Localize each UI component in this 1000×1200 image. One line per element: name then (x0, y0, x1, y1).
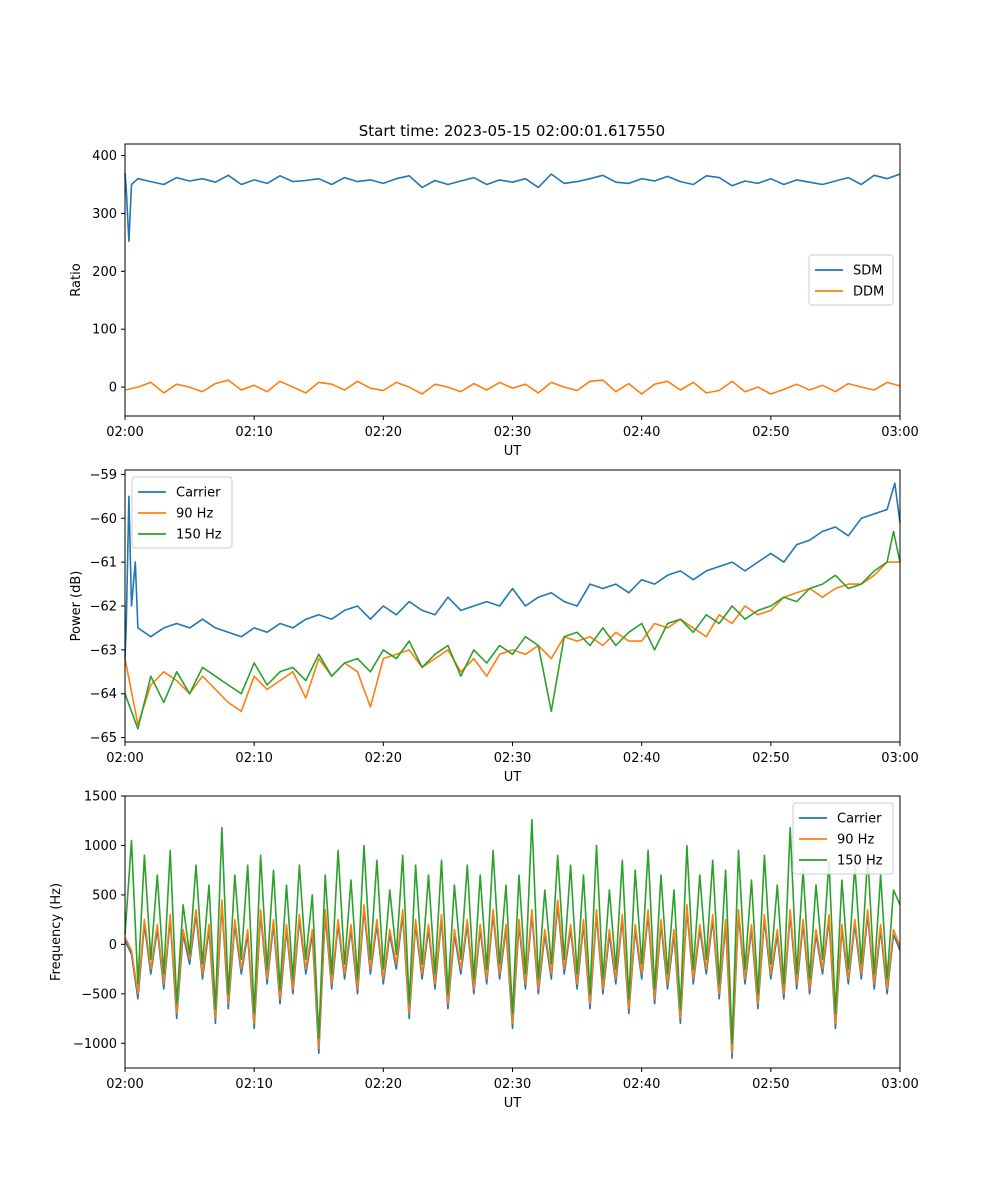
x-tick-label: 02:30 (494, 1077, 531, 1092)
y-axis-label: Power (dB) (69, 571, 84, 642)
y-tick-label: −61 (90, 556, 117, 571)
y-tick-label: 0 (109, 381, 117, 396)
x-axis-label: UT (504, 770, 522, 785)
x-tick-label: 02:20 (365, 1077, 402, 1092)
x-tick-label: 03:00 (881, 751, 918, 766)
x-tick-label: 03:00 (881, 425, 918, 440)
x-tick-label: 02:20 (365, 425, 402, 440)
x-tick-label: 02:40 (623, 425, 660, 440)
y-tick-label: 200 (92, 265, 117, 280)
legend-box (131, 476, 233, 549)
y-tick-label: −62 (90, 600, 117, 615)
series-line-90-hz (124, 899, 901, 1054)
x-tick-label: 02:50 (752, 425, 789, 440)
x-tick-label: 02:50 (752, 1077, 789, 1092)
x-tick-label: 02:10 (235, 1077, 272, 1092)
y-axis-label: Frequency (Hz) (49, 883, 64, 981)
legend-label: SDM (853, 264, 882, 279)
x-tick-label: 02:40 (623, 751, 660, 766)
chart-panel-2: 02:00 02:10 02:20 02:30 02:40 02:50 03:00 −65 −6… (69, 468, 919, 785)
legend-label: 150 Hz (837, 854, 883, 869)
y-tick-label: −59 (90, 468, 117, 483)
y-tick-label: −64 (90, 687, 117, 702)
chart-panel-3: 02:00 02:10 02:20 02:30 02:40 02:50 03:00 −1000… (49, 790, 919, 1112)
x-axis-label: UT (504, 1096, 522, 1111)
y-tick-label: 0 (109, 938, 117, 953)
figure-title: Start time: 2023-05-15 02:00:01.617550 (359, 122, 665, 140)
y-tick-label: −60 (90, 512, 117, 527)
series-line-carrier (124, 482, 901, 659)
x-tick-label: 02:00 (106, 751, 143, 766)
legend-box (792, 802, 894, 875)
y-tick-label: 300 (92, 207, 117, 222)
legend-label: Carrier (176, 486, 221, 501)
y-tick-label: −500 (81, 987, 117, 1002)
x-tick-label: 03:00 (881, 1077, 918, 1092)
series-line-sdm (124, 172, 901, 242)
legend: Carrier 90 Hz 150 Hz (792, 802, 894, 875)
y-tick-label: 500 (92, 888, 117, 903)
y-tick-label: −1000 (73, 1037, 117, 1052)
y-tick-label: −65 (90, 731, 117, 746)
x-tick-label: 02:00 (106, 1077, 143, 1092)
y-tick-label: 100 (92, 323, 117, 338)
legend-box (808, 254, 894, 306)
series-line-ddm (124, 379, 901, 395)
x-tick-label: 02:30 (494, 751, 531, 766)
chart-panel-1: 02:00 02:10 02:20 02:30 02:40 02:50 03:00 0 100 2… (69, 143, 919, 459)
legend-label: 90 Hz (176, 507, 213, 522)
series-line-150-hz (124, 818, 901, 1045)
x-tick-label: 02:00 (106, 425, 143, 440)
legend-label: Carrier (837, 812, 882, 827)
y-tick-label: 400 (92, 149, 117, 164)
legend-label: DDM (853, 285, 884, 300)
legend: Carrier 90 Hz 150 Hz (131, 476, 233, 549)
y-tick-label: −63 (90, 643, 117, 658)
y-axis-label: Ratio (69, 263, 84, 296)
series-line-carrier (124, 903, 901, 1059)
series-line-150-hz (124, 530, 901, 730)
x-axis-label: UT (504, 444, 522, 459)
legend: SDM DDM (808, 254, 894, 306)
legend-label: 90 Hz (837, 833, 874, 848)
axes-layer: 02:00 02:10 02:20 02:30 02:40 02:50 03:00 0 100 2… (49, 143, 919, 1112)
legend-label: 150 Hz (176, 528, 222, 543)
series-line-90-hz (124, 561, 900, 726)
x-tick-label: 02:30 (494, 425, 531, 440)
y-tick-label: 1000 (84, 839, 117, 854)
y-tick-label: 1500 (84, 790, 117, 805)
x-tick-label: 02:40 (623, 1077, 660, 1092)
x-tick-label: 02:10 (235, 751, 272, 766)
x-tick-label: 02:50 (752, 751, 789, 766)
x-tick-label: 02:20 (365, 751, 402, 766)
x-tick-label: 02:10 (235, 425, 272, 440)
